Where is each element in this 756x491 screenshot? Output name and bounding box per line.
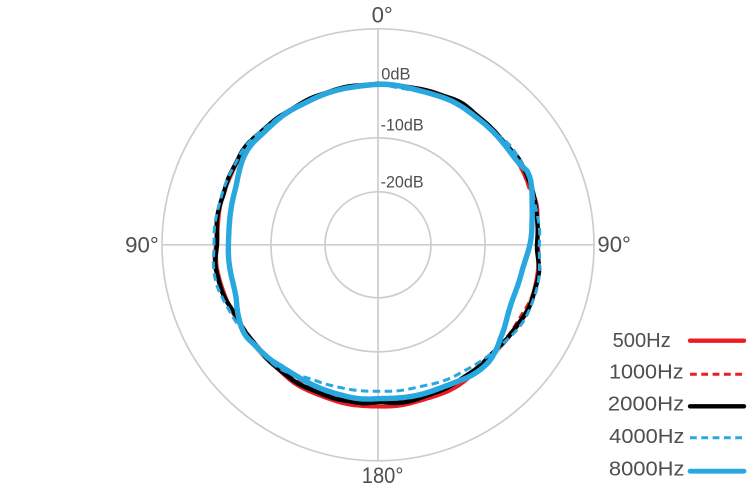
svg-text:1000Hz: 1000Hz — [609, 362, 684, 384]
svg-text:90°: 90° — [125, 233, 159, 258]
svg-text:2000Hz: 2000Hz — [608, 393, 684, 415]
svg-text:90°: 90° — [597, 232, 631, 257]
svg-text:4000Hz: 4000Hz — [609, 426, 684, 448]
svg-text:180°: 180° — [362, 463, 404, 488]
svg-text:0°: 0° — [372, 3, 393, 28]
svg-text:-10dB: -10dB — [381, 115, 424, 134]
svg-text:0dB: 0dB — [381, 64, 410, 83]
svg-text:-20dB: -20dB — [381, 172, 424, 191]
svg-text:500Hz: 500Hz — [613, 330, 671, 352]
svg-text:8000Hz: 8000Hz — [609, 459, 685, 481]
